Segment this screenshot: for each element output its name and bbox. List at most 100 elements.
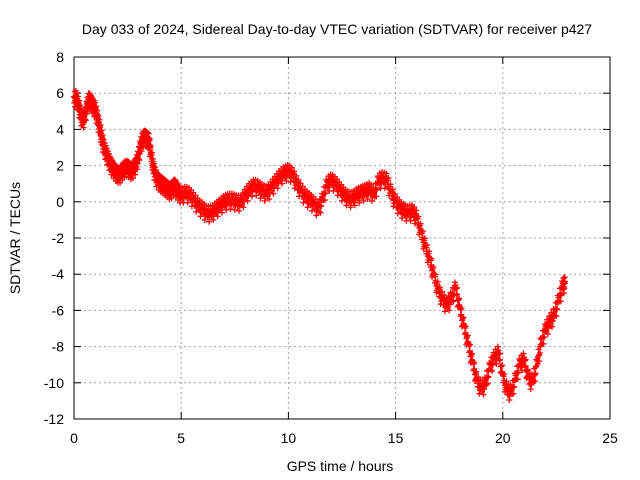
data-point [446, 301, 453, 308]
data-point [134, 166, 141, 173]
data-point [510, 390, 517, 397]
data-point [77, 102, 84, 109]
x-tick-label: 0 [70, 430, 78, 446]
data-point [511, 383, 518, 390]
data-point [99, 132, 106, 139]
data-point [426, 248, 433, 255]
data-point [295, 176, 302, 183]
data-point [82, 116, 89, 123]
data-point [480, 391, 487, 398]
data-point [240, 204, 247, 211]
data-point [274, 185, 281, 192]
data-point [244, 197, 251, 204]
data-point [450, 298, 457, 305]
data-point [101, 139, 108, 146]
data-point [129, 175, 136, 182]
data-point [292, 175, 299, 182]
data-point [300, 199, 307, 206]
data-point [519, 360, 526, 367]
data-point [389, 186, 396, 193]
y-tick-label: -4 [52, 266, 65, 282]
data-point [532, 370, 539, 377]
data-point [364, 196, 371, 203]
data-point [524, 366, 531, 373]
data-point [103, 145, 110, 152]
y-tick-label: -12 [44, 411, 64, 427]
data-point [514, 376, 521, 383]
data-point [453, 285, 460, 292]
data-point [489, 368, 496, 375]
y-tick-labels: -12 -10 -8 -6 -4 -2 0 2 4 6 8 [44, 49, 64, 427]
data-point [283, 177, 290, 184]
data-point [473, 368, 480, 375]
data-point [343, 202, 350, 209]
x-axis-label: GPS time / hours [287, 458, 394, 474]
data-point [138, 148, 145, 155]
data-point [188, 203, 195, 210]
data-point [460, 314, 467, 321]
data-point [521, 357, 528, 364]
data-point [98, 127, 105, 134]
data-point [95, 112, 102, 119]
data-point [415, 213, 422, 220]
data-point [554, 305, 561, 312]
data-point [231, 206, 238, 213]
data-point [102, 142, 109, 149]
data-point [471, 359, 478, 366]
data-point [334, 192, 341, 199]
data-point [481, 386, 488, 393]
data-point [455, 296, 462, 303]
data-point [432, 271, 439, 278]
y-tick-label: 4 [56, 121, 64, 137]
data-point [151, 160, 158, 167]
data-point [411, 203, 418, 210]
data-point [549, 323, 556, 330]
data-point [78, 106, 85, 113]
x-tick-label: 25 [602, 430, 618, 446]
data-point [351, 202, 358, 209]
data-point [261, 197, 268, 204]
data-point [503, 378, 510, 385]
data-point [453, 292, 460, 299]
data-point [493, 354, 500, 361]
data-point [153, 167, 160, 174]
data-point [227, 206, 234, 213]
data-point [146, 135, 153, 142]
data-point [97, 121, 104, 128]
data-point [214, 213, 221, 220]
data-point [318, 203, 325, 210]
y-tick-label: -6 [52, 302, 65, 318]
data-point [347, 204, 354, 211]
data-point [424, 241, 431, 248]
data-point [456, 295, 463, 302]
data-point [144, 129, 151, 136]
data-point [80, 124, 87, 131]
data-point [253, 192, 260, 199]
data-point [462, 323, 469, 330]
data-point [407, 217, 414, 224]
data-point [480, 385, 487, 392]
data-point [524, 367, 531, 374]
data-point [93, 103, 100, 110]
data-point [293, 172, 300, 179]
data-point [553, 312, 560, 319]
x-tick-label: 5 [177, 430, 185, 446]
data-point [541, 334, 548, 341]
data-point [454, 284, 461, 291]
data-point [527, 386, 534, 393]
data-point [149, 155, 156, 162]
data-point [557, 298, 564, 305]
data-point [493, 360, 500, 367]
data-point [496, 356, 503, 363]
data-point [454, 291, 461, 298]
data-point [373, 193, 380, 200]
data-point [545, 325, 552, 332]
data-point [536, 358, 543, 365]
data-point [434, 278, 441, 285]
data-point [297, 180, 304, 187]
y-tick-label: -2 [52, 230, 65, 246]
data-point [441, 308, 448, 315]
data-point [437, 301, 444, 308]
data-point [369, 197, 376, 204]
